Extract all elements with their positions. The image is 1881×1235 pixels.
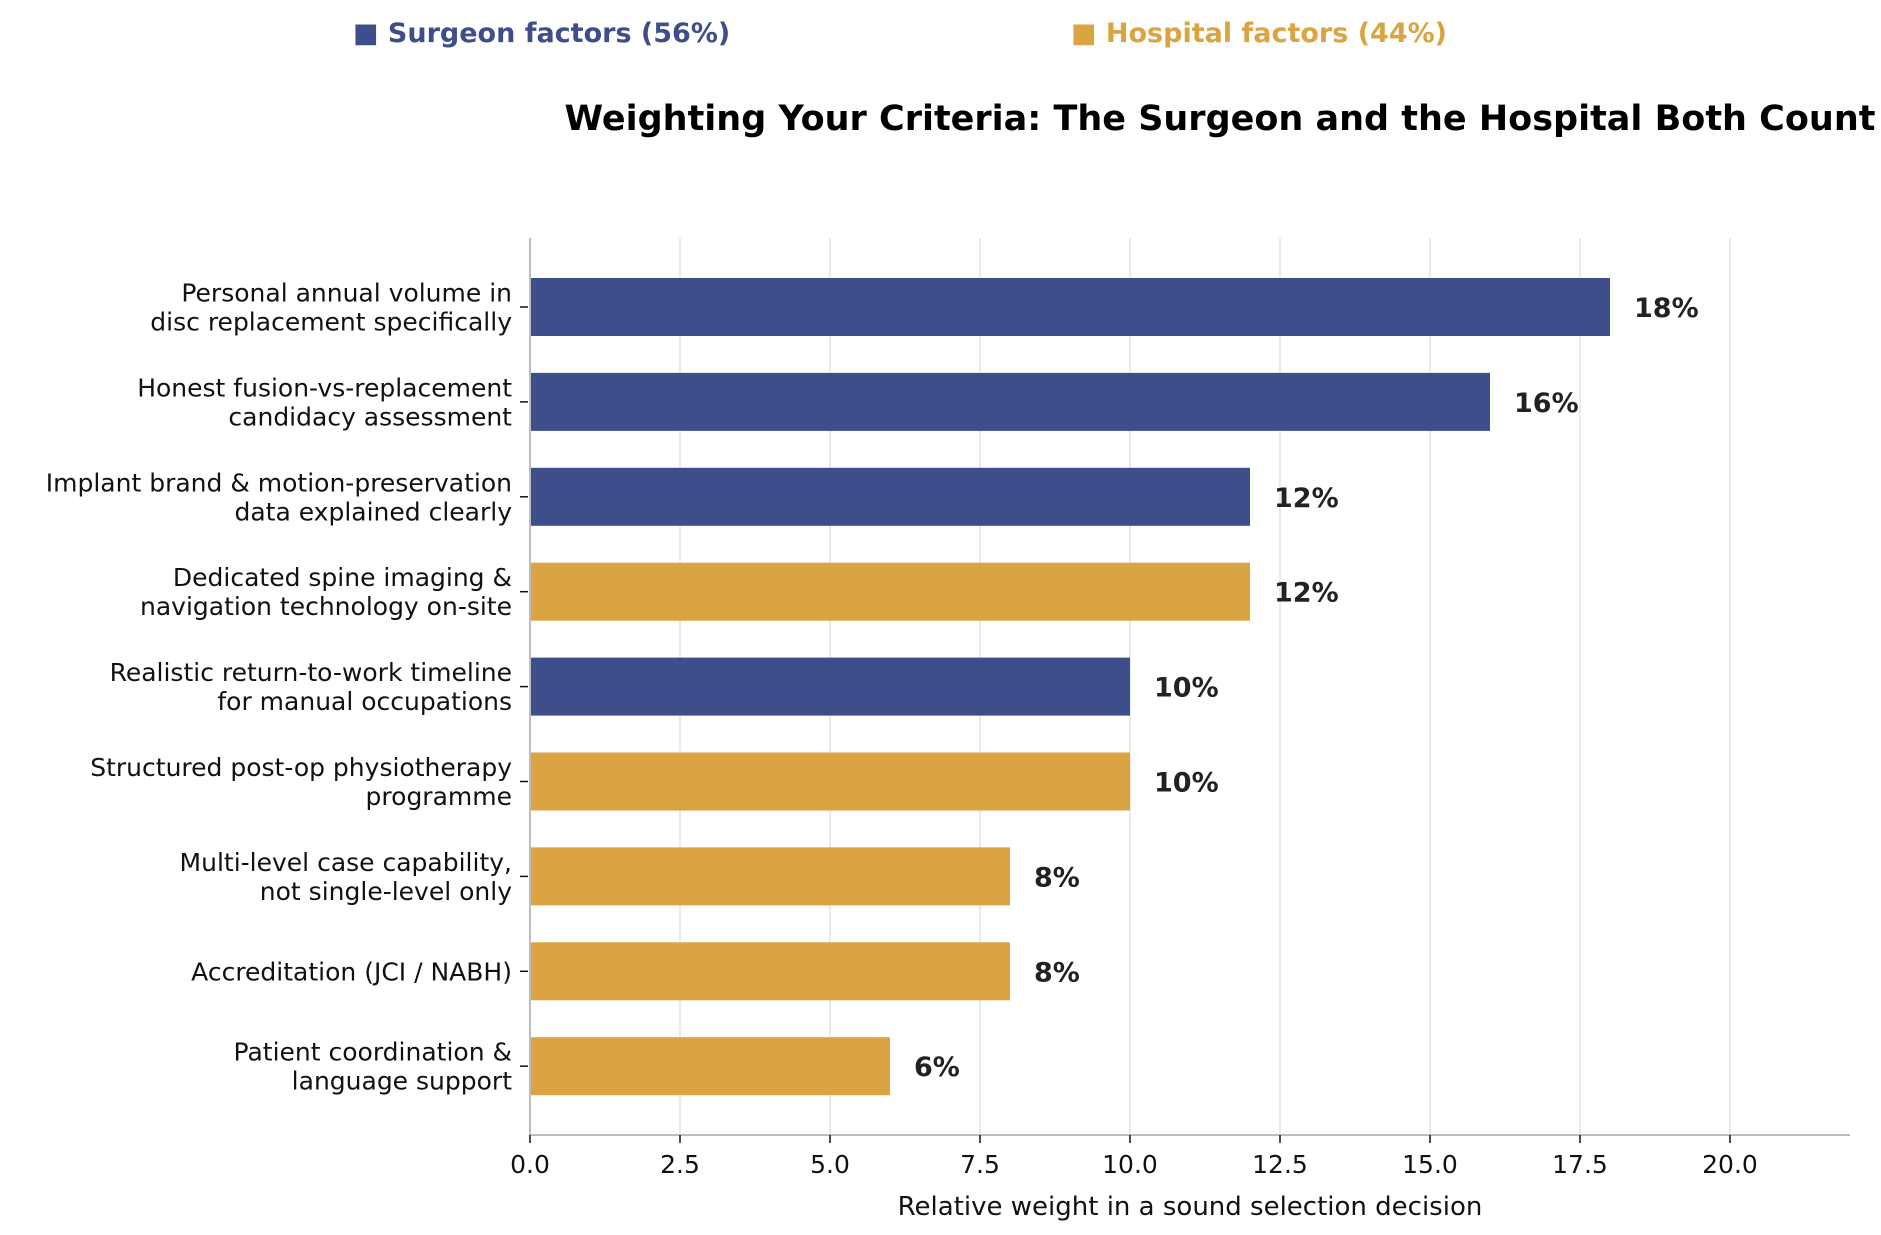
chart-legend: ■ Surgeon factors (56%) ■ Hospital factor…	[353, 18, 1447, 49]
data-label: 18%	[1634, 293, 1699, 324]
chart-title: Weighting Your Criteria: The Surgeon and…	[565, 99, 1876, 139]
legend-entry-hospital: ■ Hospital factors (44%)	[1071, 18, 1447, 49]
bar-hospital	[530, 562, 1250, 621]
category-label: Implant brand & motion-preservation data …	[46, 468, 512, 526]
data-label: 6%	[914, 1052, 960, 1083]
category-label: Personal annual volume in disc replacemen…	[150, 279, 512, 337]
data-label: 10%	[1154, 673, 1219, 704]
x-tick-label: 17.5	[1552, 1150, 1608, 1179]
x-axis-ticks: 0.0 2.5 5.0 7.5 10.0 12.5 15.0 17.5 20.0	[510, 1135, 1758, 1179]
bar-surgeon	[530, 657, 1130, 716]
x-tick-label: 20.0	[1702, 1150, 1758, 1179]
x-tick-label: 5.0	[810, 1150, 850, 1179]
x-axis-title: Relative weight in a sound selection dec…	[898, 1192, 1483, 1222]
x-tick-label: 12.5	[1252, 1150, 1308, 1179]
x-tick-label: 2.5	[660, 1150, 700, 1179]
data-labels: 18% 16% 12% 12% 10% 10% 8% 8% 6%	[914, 293, 1699, 1083]
x-tick-label: 10.0	[1102, 1150, 1158, 1179]
data-label: 8%	[1034, 862, 1080, 893]
category-label: Realistic return-to-work timeline for man…	[110, 658, 512, 716]
category-label: Multi-level case capability, not single-l…	[180, 848, 513, 906]
bar-surgeon	[530, 467, 1250, 526]
category-label: Structured post-op physiotherapy programm…	[90, 753, 512, 811]
category-label: Patient coordination & language support	[234, 1038, 513, 1096]
category-label: Honest fusion-vs-replacement candidacy as…	[137, 373, 512, 431]
data-label: 12%	[1274, 483, 1339, 514]
bar-hospital	[530, 847, 1010, 906]
x-tick-label: 7.5	[960, 1150, 1000, 1179]
category-label: Accreditation (JCI / NABH)	[191, 957, 512, 986]
x-tick-label: 0.0	[510, 1150, 550, 1179]
category-labels: Personal annual volume in disc replacemen…	[46, 279, 528, 1096]
data-label: 10%	[1154, 768, 1219, 799]
bar-hospital	[530, 1037, 890, 1096]
bars	[530, 278, 1610, 1096]
axes	[529, 238, 1850, 1136]
category-label: Dedicated spine imaging & navigation tech…	[140, 563, 512, 621]
data-label: 8%	[1034, 957, 1080, 988]
bar-hospital	[530, 942, 1010, 1001]
bar-hospital	[530, 752, 1130, 811]
legend-entry-surgeon: ■ Surgeon factors (56%)	[353, 18, 730, 49]
data-label: 16%	[1514, 388, 1579, 419]
data-label: 12%	[1274, 578, 1339, 609]
bar-surgeon	[530, 372, 1490, 431]
bar-surgeon	[530, 278, 1610, 336]
x-tick-label: 15.0	[1402, 1150, 1458, 1179]
